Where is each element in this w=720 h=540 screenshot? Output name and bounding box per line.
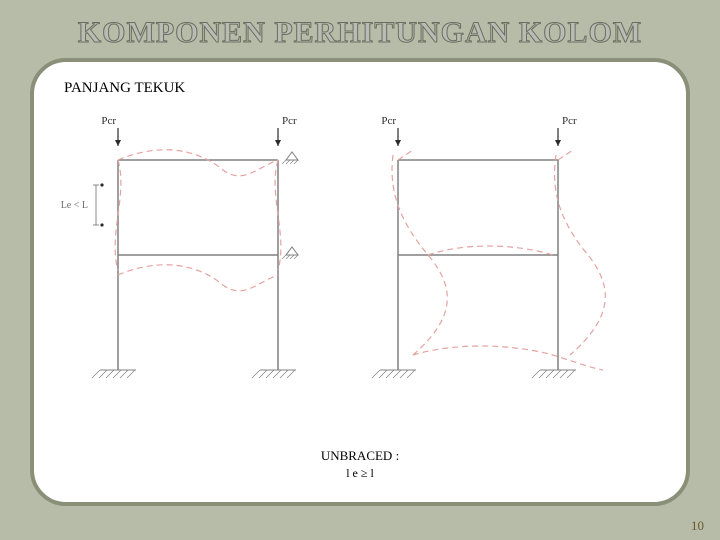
page-number: 10 <box>691 518 704 534</box>
slide-title-outline: KOMPONEN PERHITUNGAN KOLOM <box>14 16 706 50</box>
svg-text:Pcr: Pcr <box>101 115 116 127</box>
svg-text:Pcr: Pcr <box>562 115 577 127</box>
slide-title: KOMPONEN PERHITUNGAN KOLOM KOMPONEN PERH… <box>14 16 706 50</box>
caption-line2: l e ≥ l <box>58 465 662 481</box>
svg-text:Le < L: Le < L <box>61 200 88 211</box>
card-subtitle: PANJANG TEKUK <box>64 80 662 97</box>
caption: UNBRACED : l e ≥ l <box>58 447 662 481</box>
svg-text:Pcr: Pcr <box>282 115 297 127</box>
diagram-svg: Pcr Pcr Le < L Pcr Pcr <box>58 105 670 445</box>
content-card: PANJANG TEKUK Pcr Pcr Le < L Pcr Pcr UNBRACE… <box>30 58 690 506</box>
figure-area: Pcr Pcr Le < L Pcr Pcr <box>58 105 662 445</box>
caption-line1: UNBRACED : <box>58 447 662 465</box>
slide: KOMPONEN PERHITUNGAN KOLOM KOMPONEN PERH… <box>0 0 720 540</box>
svg-text:Pcr: Pcr <box>381 115 396 127</box>
